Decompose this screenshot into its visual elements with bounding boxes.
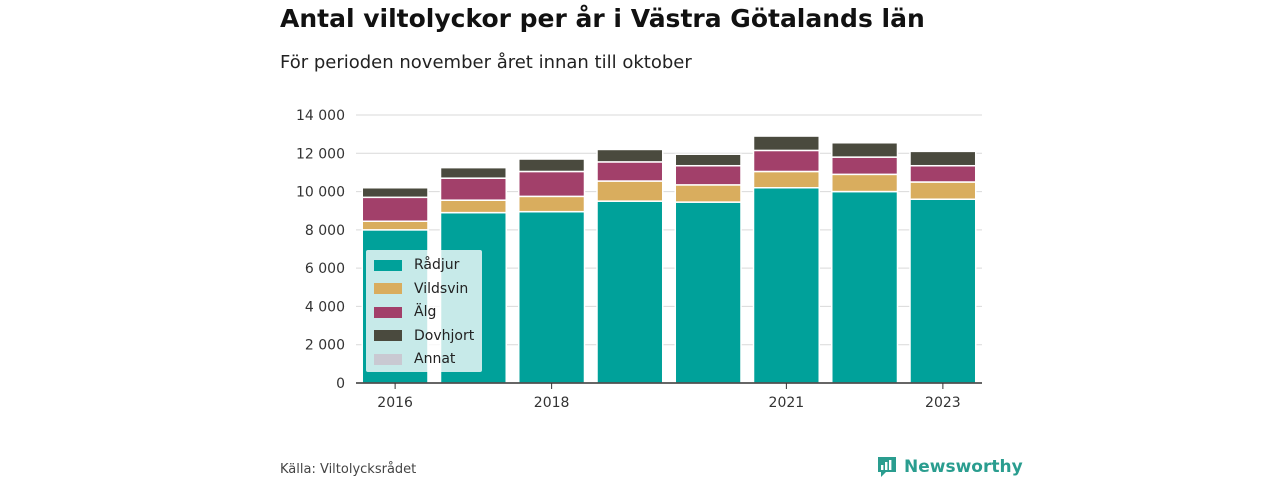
y-tick-label: 12 000 bbox=[296, 146, 345, 162]
bar-segment bbox=[909, 150, 977, 167]
bar-segment bbox=[752, 135, 820, 152]
x-tick-label: 2018 bbox=[534, 395, 570, 411]
legend-swatch bbox=[374, 306, 402, 318]
legend-item: Älg bbox=[374, 303, 436, 321]
y-tick-label: 0 bbox=[336, 376, 345, 392]
bar-segment bbox=[596, 161, 664, 182]
bar-segment bbox=[518, 170, 586, 198]
bar-segment bbox=[831, 173, 899, 193]
legend-item: Rådjur bbox=[374, 256, 459, 274]
bar-segment bbox=[674, 201, 742, 384]
legend-swatch bbox=[374, 259, 402, 271]
bar-segment bbox=[909, 164, 977, 183]
source-note: Källa: Viltolycksrådet bbox=[280, 462, 417, 477]
bar-segment bbox=[674, 184, 742, 203]
y-tick-label: 2 000 bbox=[305, 338, 345, 354]
legend-label: Dovhjort bbox=[414, 327, 475, 344]
legend-item: Dovhjort bbox=[374, 327, 474, 345]
y-tick-label: 14 000 bbox=[296, 108, 345, 124]
brand-name: Newsworthy bbox=[904, 457, 1023, 477]
y-tick-label: 8 000 bbox=[305, 223, 345, 239]
legend-swatch bbox=[374, 330, 402, 341]
brand-logo: Newsworthy bbox=[876, 455, 1023, 479]
bar-segment bbox=[439, 199, 507, 214]
y-tick-label: 10 000 bbox=[296, 185, 345, 201]
x-tick-label: 2021 bbox=[769, 395, 805, 411]
legend-label: Rådjur bbox=[414, 257, 460, 273]
bar-segment bbox=[518, 158, 586, 173]
y-tick-label: 4 000 bbox=[305, 299, 345, 315]
newsworthy-logo-icon bbox=[878, 457, 896, 477]
legend-label: Vildsvin bbox=[414, 280, 469, 297]
bar-segment bbox=[518, 210, 586, 384]
bar-segment bbox=[439, 166, 507, 179]
legend-swatch bbox=[374, 353, 402, 365]
legend-swatch bbox=[374, 283, 402, 294]
y-tick-label: 6 000 bbox=[305, 261, 345, 277]
bar-segment bbox=[674, 153, 742, 167]
bar-segment bbox=[596, 148, 664, 163]
x-tick-label: 2023 bbox=[925, 395, 961, 411]
bar-segment bbox=[831, 142, 899, 158]
bar-segment bbox=[361, 196, 429, 222]
bar-segment bbox=[361, 220, 429, 231]
bar-segment bbox=[909, 198, 977, 384]
bar-segment bbox=[361, 186, 429, 199]
x-tick-label: 2016 bbox=[377, 395, 413, 411]
bar-segment bbox=[439, 177, 507, 201]
bar-segment bbox=[831, 190, 899, 384]
chart-title: Antal viltolyckor per år i Västra Götala… bbox=[280, 4, 925, 33]
bar-segment bbox=[596, 180, 664, 202]
legend-item: Vildsvin bbox=[374, 280, 468, 298]
bar-segment bbox=[752, 170, 820, 189]
bar-segment bbox=[518, 195, 586, 213]
bar-segment bbox=[674, 164, 742, 186]
chart-subtitle: För perioden november året innan till ok… bbox=[280, 52, 692, 73]
bar-segment bbox=[831, 156, 899, 176]
chart-legend: Rådjur Vildsvin Älg Dovhjort Annat bbox=[366, 250, 482, 372]
legend-label: Annat bbox=[414, 351, 456, 367]
legend-item: Annat bbox=[374, 350, 455, 368]
legend-label: Älg bbox=[414, 304, 437, 320]
bar-segment bbox=[752, 149, 820, 173]
bar-segment bbox=[752, 186, 820, 384]
bar-segment bbox=[909, 181, 977, 200]
bar-segment bbox=[596, 200, 664, 384]
